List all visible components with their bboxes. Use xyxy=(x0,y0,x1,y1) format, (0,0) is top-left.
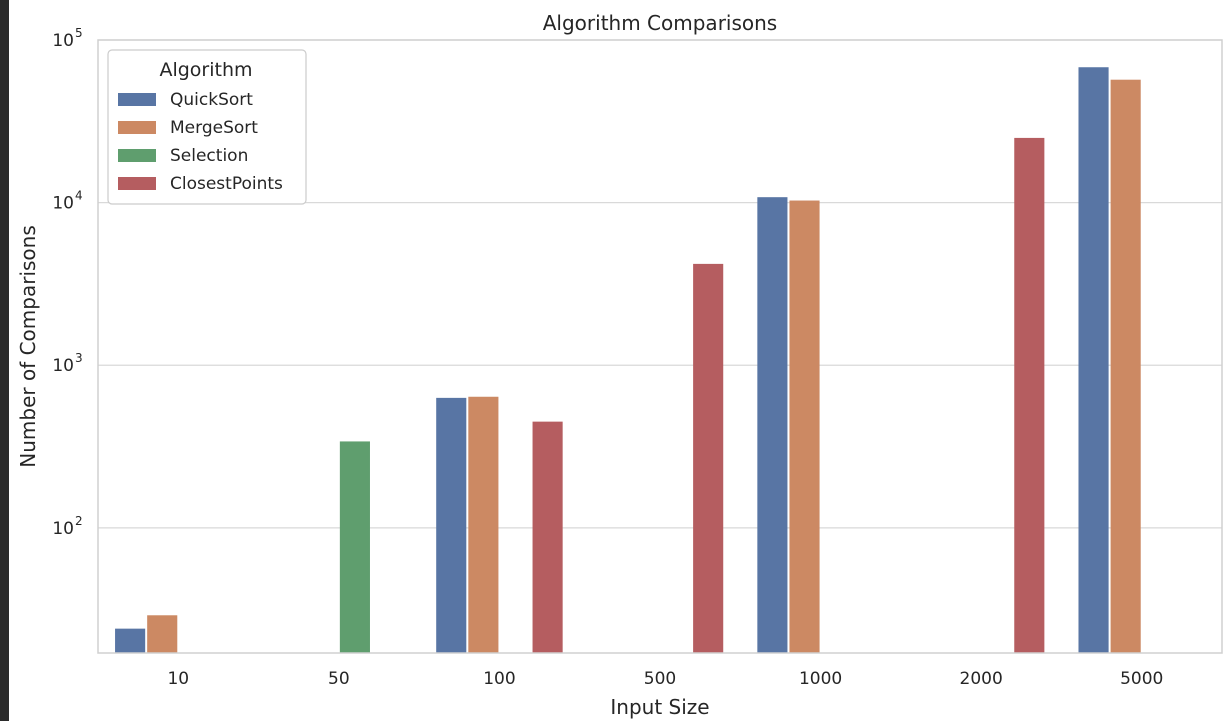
y-tick-base: 10 xyxy=(52,356,74,376)
bar-quicksort-100 xyxy=(436,397,467,653)
x-tick-label: 1000 xyxy=(799,669,842,689)
legend-items: QuickSort MergeSort Selection ClosestPoints xyxy=(118,90,283,194)
bar-mergesort-5000 xyxy=(1110,79,1141,654)
legend-label-closestpoints: ClosestPoints xyxy=(170,174,283,194)
legend-swatch-mergesort xyxy=(118,121,156,134)
x-tick-labels: 10 50 100 500 1000 2000 5000 xyxy=(167,669,1163,689)
legend-title: Algorithm xyxy=(159,59,252,81)
legend: Algorithm QuickSort MergeSort Selection Clo… xyxy=(107,49,307,205)
x-tick-label: 5000 xyxy=(1120,669,1163,689)
legend-swatch-closestpoints xyxy=(118,177,156,190)
bar-mergesort-100 xyxy=(468,396,499,653)
window-edge xyxy=(0,0,9,721)
y-tick-label: 10 xyxy=(52,31,74,51)
y-axis-label: Number of Comparisons xyxy=(16,225,40,468)
y-tick-exponent: 3 xyxy=(75,351,83,365)
y-tick-exponent: 4 xyxy=(75,189,83,203)
x-tick-label: 10 xyxy=(167,669,189,689)
x-tick-label: 2000 xyxy=(960,669,1003,689)
y-tick-exponent: 5 xyxy=(75,26,83,40)
x-tick-label: 500 xyxy=(644,669,676,689)
y-tick-base: 10 xyxy=(52,194,74,214)
chart-title: Algorithm Comparisons xyxy=(543,11,777,35)
bar-selection-50 xyxy=(339,441,370,653)
legend-label-mergesort: MergeSort xyxy=(170,118,258,138)
x-tick-label: 100 xyxy=(483,669,515,689)
y-tick-exponent: 2 xyxy=(75,514,83,528)
y-tick-base: 10 xyxy=(52,31,74,51)
bars xyxy=(115,67,1141,654)
legend-box xyxy=(107,49,307,205)
legend-swatch-quicksort xyxy=(118,93,156,106)
x-tick-label: 50 xyxy=(328,669,350,689)
x-axis-label: Input Size xyxy=(610,695,709,719)
legend-label-quicksort: QuickSort xyxy=(170,90,253,110)
bar-quicksort-1000 xyxy=(757,197,788,653)
y-tick-label: 10 xyxy=(52,194,74,214)
bar-closestpoints-100 xyxy=(532,421,563,653)
y-tick-base: 10 xyxy=(52,519,74,539)
bar-quicksort-5000 xyxy=(1078,67,1109,654)
bar-mergesort-1000 xyxy=(789,200,820,654)
plot-area-border xyxy=(97,39,1223,654)
bar-quicksort-10 xyxy=(115,628,146,653)
bar-mergesort-10 xyxy=(147,615,178,653)
bar-closestpoints-500 xyxy=(693,263,724,653)
y-tick-label: 10 xyxy=(52,356,74,376)
bar-closestpoints-2000 xyxy=(1014,137,1045,653)
legend-swatch-selection xyxy=(118,149,156,162)
y-tick-label: 10 xyxy=(52,519,74,539)
legend-label-selection: Selection xyxy=(170,146,248,166)
